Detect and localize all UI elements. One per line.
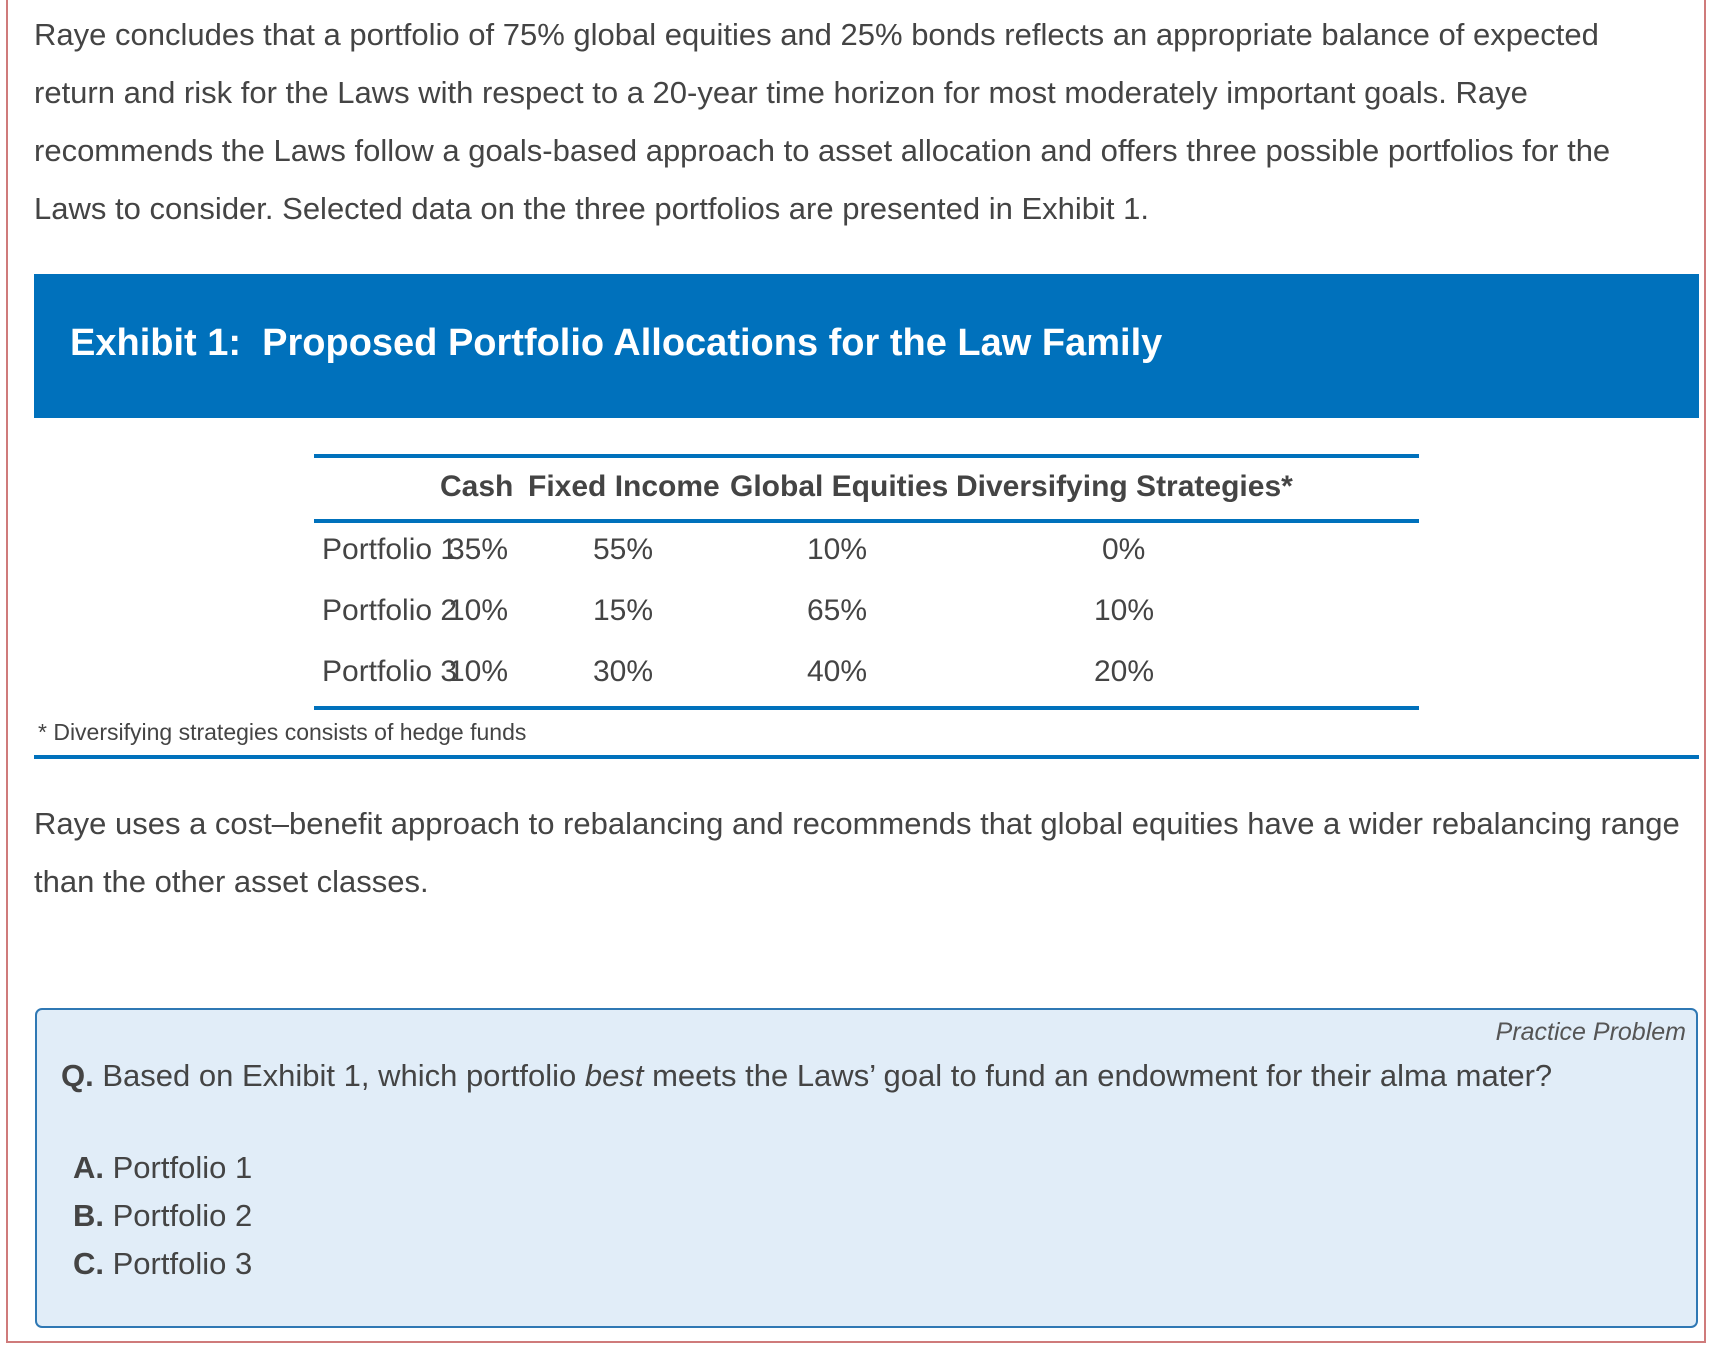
cell-diversifying-strategies: 0% <box>1102 533 1146 566</box>
option-letter: B. <box>73 1198 104 1233</box>
table-top-rule <box>314 454 1419 458</box>
exhibit-bottom-rule <box>34 755 1699 759</box>
table-header-rule <box>314 519 1419 523</box>
intro-paragraph: Raye concludes that a portfolio of 75% g… <box>34 17 1611 226</box>
exhibit-banner: Exhibit 1: Proposed Portfolio Allocation… <box>34 274 1699 418</box>
option-letter: C. <box>73 1246 104 1281</box>
option-text: Portfolio 3 <box>104 1246 253 1281</box>
table-bottom-rule <box>314 706 1419 710</box>
practice-problem-box: Practice Problem Q. Based on Exhibit 1, … <box>35 1008 1698 1328</box>
row-label: Portfolio 1 <box>322 533 458 566</box>
cell-fixed-income: 55% <box>593 533 654 566</box>
column-header-fixed-income: Fixed Income <box>528 470 720 503</box>
answer-option-b[interactable]: B. Portfolio 2 <box>73 1192 252 1240</box>
row-label: Portfolio 2 <box>322 594 458 627</box>
table-footnote: * Diversifying strategies consists of he… <box>38 719 527 745</box>
question-emphasis: best <box>584 1058 644 1093</box>
question-prefix: Q. <box>61 1058 94 1093</box>
rebalancing-paragraph: Raye uses a cost–benefit approach to reb… <box>34 806 1680 899</box>
option-text: Portfolio 2 <box>104 1198 253 1233</box>
answer-options: A. Portfolio 1 B. Portfolio 2 C. Portfol… <box>73 1144 252 1288</box>
cell-global-equities: 40% <box>807 655 868 688</box>
cell-fixed-income: 30% <box>593 655 654 688</box>
cell-diversifying-strategies: 10% <box>1094 594 1155 627</box>
column-header-cash: Cash <box>440 470 514 503</box>
cell-diversifying-strategies: 20% <box>1094 655 1155 688</box>
answer-option-a[interactable]: A. Portfolio 1 <box>73 1144 252 1192</box>
option-letter: A. <box>73 1150 104 1185</box>
answer-option-c[interactable]: C. Portfolio 3 <box>73 1240 252 1288</box>
column-header-global-equities: Global Equities <box>730 470 949 503</box>
exhibit-title: Exhibit 1: Proposed Portfolio Allocation… <box>70 322 1163 364</box>
question-text-end: meets the Laws’ goal to fund an endowmen… <box>643 1058 1553 1093</box>
cell-cash: 10% <box>448 655 509 688</box>
cell-global-equities: 65% <box>807 594 868 627</box>
cell-global-equities: 10% <box>807 533 868 566</box>
cell-cash: 35% <box>448 533 509 566</box>
option-text: Portfolio 1 <box>104 1150 253 1185</box>
question-text-start: Based on Exhibit 1, which portfolio <box>93 1058 585 1093</box>
cell-fixed-income: 15% <box>593 594 654 627</box>
page-frame: Raye concludes that a portfolio of 75% g… <box>6 0 1706 1343</box>
question-text: Q. Based on Exhibit 1, which portfolio b… <box>61 1058 1552 1094</box>
row-label: Portfolio 3 <box>322 655 458 688</box>
practice-problem-label: Practice Problem <box>1495 1018 1686 1046</box>
column-header-diversifying-strategies: Diversifying Strategies* <box>956 470 1293 503</box>
cell-cash: 10% <box>448 594 509 627</box>
